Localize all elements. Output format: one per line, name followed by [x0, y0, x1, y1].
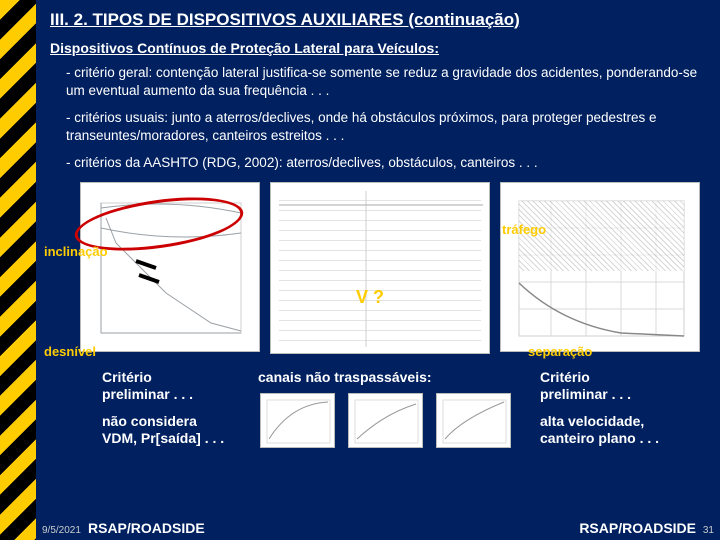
- text-line: Critério: [540, 369, 590, 385]
- footer-rsap-right: RSAP/ROADSIDE: [579, 520, 696, 536]
- bullet-item: - critérios usuais: junto a aterros/decl…: [50, 109, 706, 144]
- slide-title: III. 2. TIPOS DE DISPOSITIVOS AUXILIARES…: [50, 10, 706, 30]
- mini-chart: [260, 393, 335, 448]
- figure-right-chart: [500, 182, 700, 352]
- label-inclinacao: inclinação: [44, 244, 108, 259]
- mini-chart: [348, 393, 423, 448]
- footer-page-number: 31: [703, 525, 714, 536]
- left-col-nao-considera: não considera VDM, Pr[saída] . . .: [102, 413, 224, 448]
- center-canais-label: canais não traspassáveis:: [258, 369, 432, 385]
- text-line: Critério: [102, 369, 152, 385]
- lower-columns: Critério preliminar . . . não considera …: [50, 369, 706, 479]
- text-line: VDM, Pr[saída] . . .: [102, 430, 224, 446]
- left-col-criterio: Critério preliminar . . .: [102, 369, 193, 404]
- figure-middle-table: [270, 182, 490, 354]
- footer-rsap-left: RSAP/ROADSIDE: [88, 520, 205, 536]
- text-line: preliminar . . .: [102, 386, 193, 402]
- hazard-stripe-border: [0, 0, 36, 540]
- mini-chart: [436, 393, 511, 448]
- text-line: canteiro plano . . .: [540, 430, 659, 446]
- right-col-alta-vel: alta velocidade, canteiro plano . . .: [540, 413, 659, 448]
- text-line: alta velocidade,: [540, 413, 644, 429]
- figures-row: inclinação desnível tráfego separação V …: [50, 182, 706, 367]
- table-svg: [271, 183, 491, 355]
- label-trafego: tráfego: [502, 222, 546, 237]
- bullet-item: - critérios da AASHTO (RDG, 2002): aterr…: [50, 154, 706, 172]
- slide-subtitle: Dispositivos Contínuos de Proteção Later…: [50, 40, 706, 56]
- footer-date: 9/5/2021: [42, 525, 81, 536]
- bullet-item: - critério geral: contenção lateral just…: [50, 64, 706, 99]
- text-line: preliminar . . .: [540, 386, 631, 402]
- label-v-question: V ?: [356, 287, 384, 308]
- text-line: não considera: [102, 413, 197, 429]
- slide-content: III. 2. TIPOS DE DISPOSITIVOS AUXILIARES…: [36, 0, 720, 540]
- label-desnivel: desnível: [44, 344, 96, 359]
- label-separacao: separação: [528, 344, 592, 359]
- right-col-criterio: Critério preliminar . . .: [540, 369, 631, 404]
